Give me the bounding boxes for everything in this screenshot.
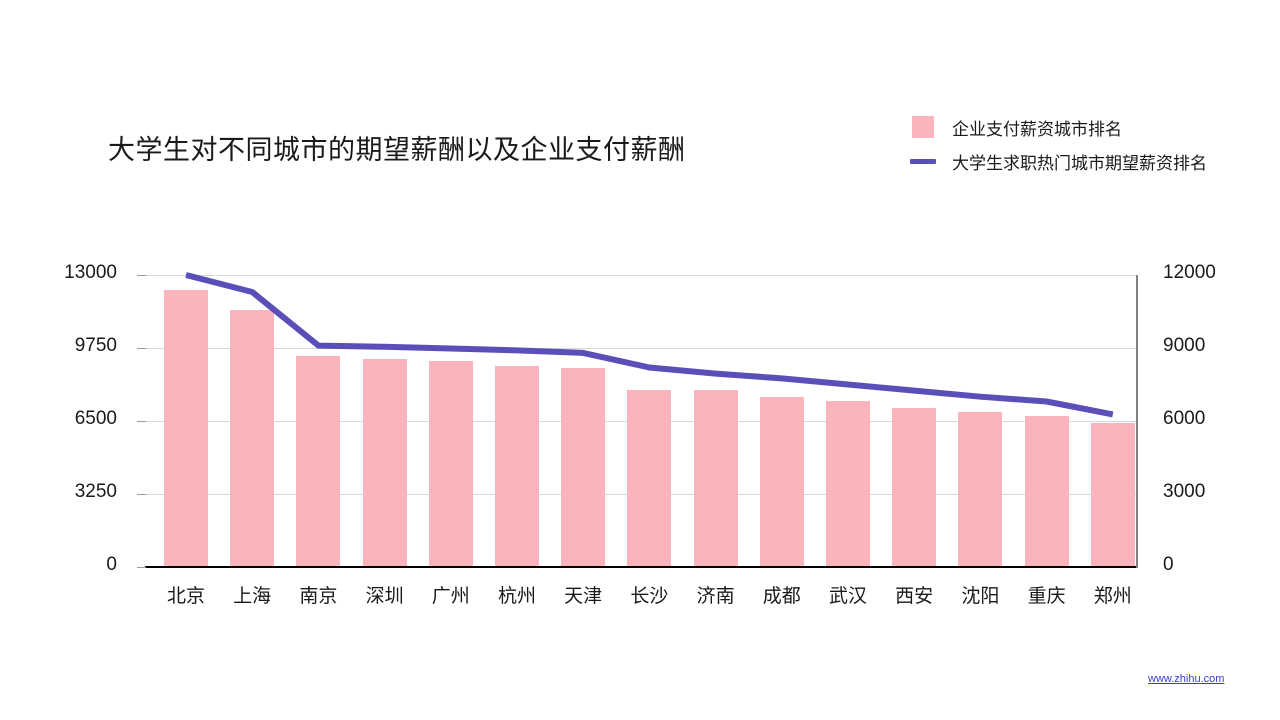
gridline: [145, 348, 1136, 349]
x-axis-tick-label: 成都: [762, 586, 801, 607]
legend-swatch-bar-icon: [908, 116, 938, 138]
x-axis-tick-label: 广州: [431, 586, 470, 607]
x-axis-tick-label: 重庆: [1027, 586, 1066, 607]
x-axis-tick-label: 杭州: [497, 586, 536, 607]
bar-广州[interactable]: [428, 360, 473, 567]
bar-北京[interactable]: [164, 289, 208, 567]
x-axis-tick-label: 天津: [564, 586, 603, 607]
bar-重庆[interactable]: [1024, 416, 1069, 567]
x-axis-tick-label: 西安: [895, 586, 934, 607]
bar-上海[interactable]: [230, 309, 275, 567]
bar-成都[interactable]: [759, 396, 804, 567]
bar-沈阳[interactable]: [958, 411, 1003, 567]
legend-label-line-series: 大学生求职热门城市期望薪资排名: [952, 153, 1207, 173]
bar-南京[interactable]: [296, 355, 341, 567]
bar-武汉[interactable]: [826, 400, 870, 567]
bar-天津[interactable]: [561, 367, 606, 567]
right-axis-tick-label: 6000: [1163, 408, 1206, 429]
x-axis-tick-label: 上海: [233, 586, 272, 607]
left-axis-tick-label: 0: [106, 554, 117, 575]
bar-济南[interactable]: [693, 390, 738, 567]
x-axis-tick-label: 济南: [696, 586, 735, 607]
bar-长沙[interactable]: [627, 389, 672, 567]
left-axis-tickmark: [137, 567, 146, 568]
right-axis-tick-label: 0: [1163, 554, 1174, 575]
left-axis-tick-label: 9750: [74, 335, 117, 356]
left-axis-tick-label: 6500: [74, 408, 117, 429]
bar-深圳[interactable]: [362, 358, 407, 567]
x-axis-tick-label: 郑州: [1093, 586, 1132, 607]
right-axis-line: [1136, 275, 1138, 568]
left-axis-tickmark: [137, 494, 146, 495]
line-series-layer: [185, 272, 1114, 418]
right-axis-tick-label: 12000: [1163, 262, 1216, 283]
legend-swatch-line-icon: [908, 150, 938, 172]
left-axis-tickmark: [137, 275, 146, 276]
x-axis-tick-label: 深圳: [365, 586, 404, 607]
left-axis-tickmark: [137, 348, 146, 349]
x-axis-tick-label: 长沙: [630, 586, 669, 607]
left-axis-tickmark: [137, 421, 146, 422]
bar-西安[interactable]: [892, 407, 937, 567]
left-axis-tick-label: 3250: [74, 481, 117, 502]
x-axis-tick-label: 沈阳: [961, 586, 1000, 607]
x-axis-tick-label: 武汉: [828, 586, 867, 607]
legend-item-bar-series: 企业支付薪资城市排名: [908, 110, 1280, 144]
x-axis-tick-label: 南京: [299, 586, 338, 607]
legend-label-bar-series: 企业支付薪资城市排名: [952, 119, 1122, 139]
chart-plot-area: [145, 272, 1136, 567]
chart-legend: 企业支付薪资城市排名 大学生求职热门城市期望薪资排名: [908, 110, 1280, 178]
x-axis-line: [145, 566, 1138, 568]
left-axis-tick-label: 13000: [64, 262, 117, 283]
chart-title: 大学生对不同城市的期望薪酬以及企业支付薪酬: [108, 135, 686, 165]
right-axis-tick-label: 9000: [1163, 335, 1206, 356]
right-axis-tick-label: 3000: [1163, 481, 1206, 502]
x-axis-tick-label: 北京: [166, 586, 205, 607]
bar-郑州[interactable]: [1090, 423, 1135, 567]
gridline: [145, 275, 1136, 276]
bar-杭州[interactable]: [495, 365, 539, 567]
watermark-link[interactable]: www.zhihu.com: [1148, 673, 1225, 685]
legend-item-line-series: 大学生求职热门城市期望薪资排名: [908, 144, 1280, 178]
